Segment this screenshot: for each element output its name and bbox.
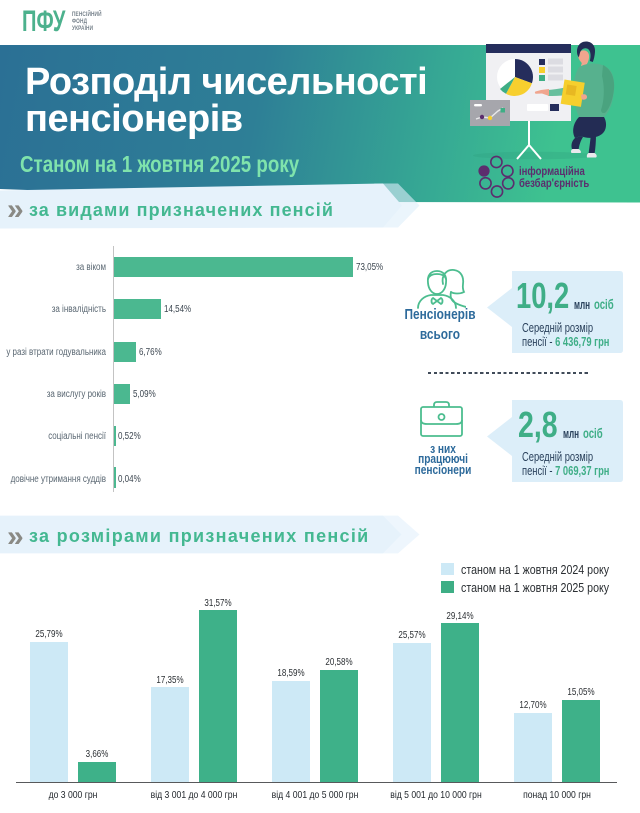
svg-text:інформаційна: інформаційна [519,165,585,178]
svg-text:безбар'єрність: безбар'єрність [519,177,590,190]
